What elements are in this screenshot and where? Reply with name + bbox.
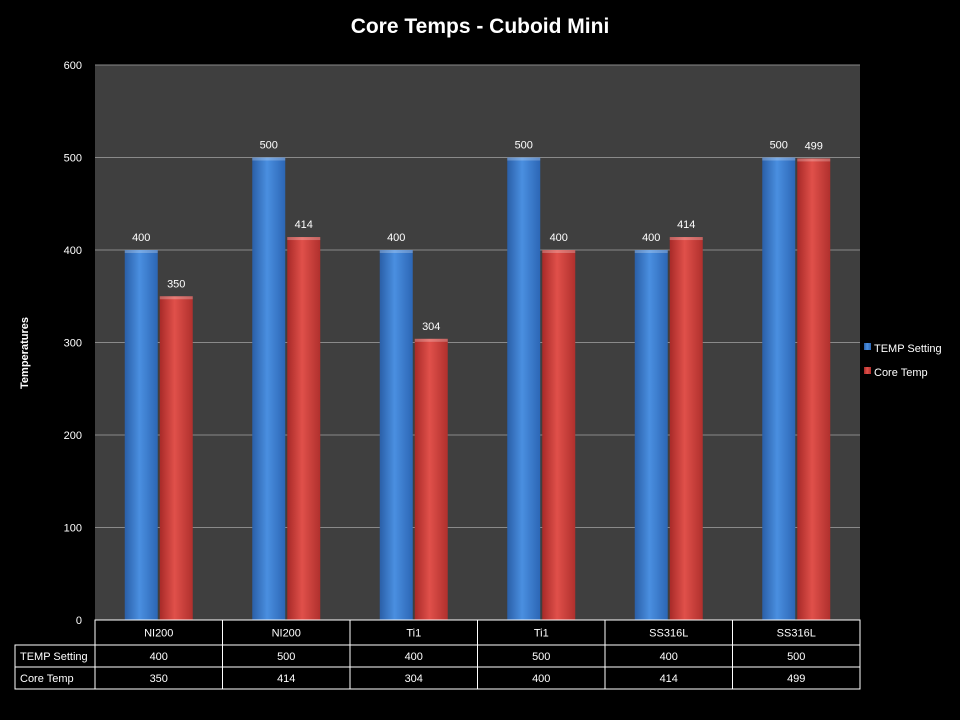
table-cell-value: Ti1 xyxy=(406,628,421,640)
data-label: 400 xyxy=(642,232,660,244)
table-cell-value: NI200 xyxy=(272,628,301,640)
table-cell-value: 500 xyxy=(277,651,295,663)
bar-temp-setting xyxy=(762,157,796,620)
data-labels: 400 350 500 414 400 304 500 400 400 414 500 499 xyxy=(132,140,823,333)
bar-top-highlight xyxy=(542,250,576,253)
y-axis-ticks: 0 100 200 300 400 500 600 xyxy=(64,60,82,627)
y-tick-label: 0 xyxy=(76,615,82,627)
bar-core-temp xyxy=(797,158,831,621)
legend: TEMP Setting Core Temp xyxy=(864,343,942,379)
table-cell-value: NI200 xyxy=(144,628,173,640)
gridlines xyxy=(95,64,860,528)
bar-top-highlight xyxy=(124,250,158,253)
data-label: 414 xyxy=(295,219,313,231)
y-tick-label: 200 xyxy=(64,430,82,442)
bar-core-temp xyxy=(542,250,576,620)
table-cell-value: 400 xyxy=(150,651,168,663)
data-label: 400 xyxy=(387,232,405,244)
table-cell-value: 304 xyxy=(405,673,423,685)
legend-label-temp-setting: TEMP Setting xyxy=(874,343,942,355)
chart-title: Core Temps - Cuboid Mini xyxy=(351,15,610,38)
bar-core-temp xyxy=(414,338,448,620)
bar-top-highlight xyxy=(159,296,193,300)
y-tick-label: 500 xyxy=(64,153,82,165)
bar-temp-setting xyxy=(252,157,286,620)
bar-top-highlight xyxy=(287,237,321,241)
bars xyxy=(124,157,831,621)
legend-label-core-temp: Core Temp xyxy=(874,367,928,379)
table-cell-value: 500 xyxy=(787,651,805,663)
bar-top-highlight xyxy=(797,158,831,162)
table-cell-value: Ti1 xyxy=(534,628,549,640)
bar-top-highlight xyxy=(379,250,413,253)
y-tick-label: 400 xyxy=(64,245,82,257)
legend-swatch-temp-setting xyxy=(864,343,871,350)
bar-core-temp xyxy=(669,237,703,621)
legend-swatch-core-temp xyxy=(864,367,871,374)
data-label: 500 xyxy=(260,140,278,152)
table-cell-value: SS316L xyxy=(777,628,816,640)
table-cell-value: 414 xyxy=(277,673,295,685)
bar-temp-setting xyxy=(379,250,413,620)
data-label: 500 xyxy=(515,140,533,152)
bar-core-temp xyxy=(159,296,193,620)
bar-temp-setting xyxy=(507,157,541,620)
y-tick-label: 300 xyxy=(64,338,82,350)
table-cell-value: 400 xyxy=(532,673,550,685)
data-label: 400 xyxy=(550,232,568,244)
bar-top-highlight xyxy=(414,338,448,342)
table-cell-value: 500 xyxy=(532,651,550,663)
bar-core-temp xyxy=(287,237,321,621)
table-row-header: TEMP Setting xyxy=(20,651,88,663)
table-cell-value: 400 xyxy=(405,651,423,663)
data-label: 499 xyxy=(805,140,823,152)
bar-top-highlight xyxy=(252,157,286,161)
data-label: 500 xyxy=(770,140,788,152)
y-tick-label: 600 xyxy=(64,60,82,72)
bar-top-highlight xyxy=(507,157,541,161)
table-cell-value: 350 xyxy=(150,673,168,685)
data-label: 304 xyxy=(422,321,440,333)
data-label: 350 xyxy=(167,278,185,290)
bar-top-highlight xyxy=(634,250,668,253)
table-cell-value: 400 xyxy=(660,651,678,663)
data-label: 400 xyxy=(132,232,150,244)
bar-top-highlight xyxy=(762,157,796,161)
data-table: NI200 NI200 Ti1 Ti1 SS316L SS316L TEMP Setting… xyxy=(14,619,861,690)
table-cell-value: 414 xyxy=(660,673,678,685)
bar-top-highlight xyxy=(669,237,703,241)
y-tick-label: 100 xyxy=(64,523,82,535)
table-row-header: Core Temp xyxy=(20,673,74,685)
bar-temp-setting xyxy=(124,250,158,620)
table-cell-value: 499 xyxy=(787,673,805,685)
table-cell xyxy=(732,666,861,690)
data-label: 414 xyxy=(677,219,695,231)
y-axis-label: Temperatures xyxy=(19,317,31,389)
table-cell-value: SS316L xyxy=(649,628,688,640)
bar-temp-setting xyxy=(634,250,668,620)
